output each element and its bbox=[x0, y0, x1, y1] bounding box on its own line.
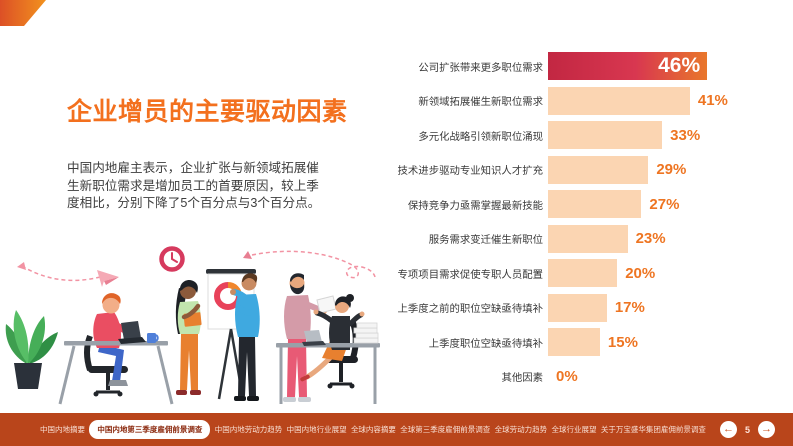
nav-tab[interactable]: 中国内地劳动力趋势 bbox=[214, 425, 283, 434]
bar bbox=[548, 155, 649, 184]
bar-track: 23% bbox=[548, 224, 666, 253]
page-number: 5 bbox=[744, 424, 750, 435]
bar-category-label: 专项项目需求促使专职人员配置 bbox=[397, 269, 543, 281]
bar-row: 技术进步驱动专业知识人才扩充 29% bbox=[393, 155, 728, 184]
bar-row: 多元化战略引领新职位涌现 33% bbox=[393, 121, 728, 149]
nav-tab[interactable]: 全球第三季度雇佣前景调查 bbox=[400, 425, 491, 434]
bar-track: 29% bbox=[548, 155, 687, 184]
nav-tab-active[interactable]: 中国内地第三季度雇佣前景调查 bbox=[89, 420, 211, 439]
prev-page-button[interactable]: ← bbox=[719, 421, 737, 438]
bar-value-label: 15% bbox=[607, 333, 638, 351]
bar-row: 服务需求变迁催生新职位 23% bbox=[393, 224, 728, 253]
bar-track: 27% bbox=[548, 190, 679, 218]
bar-category-label: 公司扩张带来更多职位需求 bbox=[418, 62, 543, 74]
potted-plant bbox=[5, 310, 58, 389]
bar-row: 上季度之前的职位空缺亟待填补 17% bbox=[393, 293, 728, 322]
bar-value-label: 0% bbox=[556, 368, 578, 385]
arrow-decoration bbox=[17, 262, 26, 270]
bar bbox=[548, 293, 607, 322]
man-with-papers bbox=[283, 273, 337, 402]
clock-icon bbox=[159, 246, 185, 272]
bar-value-label: 23% bbox=[635, 230, 666, 247]
nav-tab[interactable]: 关于万宝盛华集团雇佣前景调查 bbox=[600, 425, 706, 434]
bar-value-label: 29% bbox=[656, 161, 687, 178]
bar bbox=[548, 328, 600, 356]
bar-value-label: 33% bbox=[670, 126, 701, 144]
bar-row: 其他因素 0% bbox=[393, 363, 728, 391]
bar-track: 15% bbox=[548, 328, 638, 356]
person-at-laptop bbox=[58, 293, 174, 405]
bar-track: 41% bbox=[548, 86, 728, 115]
corner-ribbon-decoration bbox=[0, 0, 46, 26]
bar-row: 公司扩张带来更多职位需求 46% bbox=[393, 52, 728, 80]
bar-category-label: 多元化战略引领新职位涌现 bbox=[418, 131, 543, 143]
nav-tab[interactable]: 全球行业展望 bbox=[551, 425, 597, 434]
bar-category-label: 技术进步驱动专业知识人才扩充 bbox=[397, 166, 543, 177]
bottom-nav-tabs: 中国内地摘要 中国内地第三季度雇佣前景调查 中国内地劳动力趋势 中国内地行业展望 全球内… bbox=[40, 420, 706, 439]
next-page-button[interactable]: → bbox=[758, 421, 775, 438]
bar bbox=[548, 121, 663, 149]
woman-with-folder bbox=[175, 280, 202, 395]
nav-tab[interactable]: 全球劳动力趋势 bbox=[494, 425, 548, 434]
bar bbox=[548, 86, 690, 115]
bar-value-label: 20% bbox=[625, 264, 656, 282]
office-illustration bbox=[0, 246, 398, 413]
bar-track: 17% bbox=[548, 293, 645, 322]
nav-tab[interactable]: 中国内地摘要 bbox=[40, 425, 85, 434]
bar bbox=[548, 259, 618, 287]
pager: ← 5 → bbox=[719, 421, 775, 438]
paper-plane-icon bbox=[97, 270, 119, 287]
paper-stack bbox=[353, 322, 379, 344]
bar-value-label: 17% bbox=[614, 299, 645, 316]
bottom-nav: 中国内地摘要 中国内地第三季度雇佣前景调查 中国内地劳动力趋势 中国内地行业展望 全球内… bbox=[0, 413, 793, 446]
bar-category-label: 上季度职位空缺亟待填补 bbox=[428, 338, 543, 350]
bar-category-label: 服务需求变迁催生新职位 bbox=[428, 235, 543, 246]
bar-value-label: 41% bbox=[697, 92, 728, 109]
bar-track: 0% bbox=[548, 363, 578, 391]
bar-row: 专项项目需求促使专职人员配置 20% bbox=[393, 259, 728, 287]
bar bbox=[548, 190, 642, 218]
bar-value-label: 27% bbox=[649, 195, 680, 213]
bar-track: 20% bbox=[548, 259, 655, 287]
bar-row: 保持竞争力亟需掌握最新技能 27% bbox=[393, 190, 728, 218]
bar-highlight: 46% bbox=[548, 52, 708, 80]
bar-category-label: 保持竞争力亟需掌握最新技能 bbox=[407, 200, 543, 212]
bar bbox=[548, 224, 628, 253]
page-title: 企业增员的主要驱动因素 bbox=[67, 98, 348, 126]
bar-track: 33% bbox=[548, 121, 700, 149]
bar-row: 上季度职位空缺亟待填补 15% bbox=[393, 328, 728, 356]
bar-category-label: 上季度之前的职位空缺亟待填补 bbox=[397, 304, 543, 315]
bar-category-label: 新领域拓展催生新职位需求 bbox=[418, 97, 543, 108]
nav-tab[interactable]: 全球内容摘要 bbox=[350, 425, 396, 434]
bar-chart: 公司扩张带来更多职位需求 46% 新领域拓展催生新职位需求 41% 多元化战略引领新职位… bbox=[393, 52, 728, 397]
page-description: 中国内地雇主表示，企业扩张与新领域拓展催生新职位需求是增加员工的首要原因，较上季… bbox=[67, 161, 321, 210]
bar-row: 新领域拓展催生新职位需求 41% bbox=[393, 86, 728, 115]
nav-tab[interactable]: 中国内地行业展望 bbox=[286, 425, 347, 434]
bar-category-label: 其他因素 bbox=[501, 373, 543, 384]
bar-value-label: 46% bbox=[658, 54, 701, 77]
presenter-at-flipchart bbox=[206, 269, 260, 401]
bar-track: 46% bbox=[548, 52, 708, 80]
woman-at-desk bbox=[276, 294, 380, 404]
